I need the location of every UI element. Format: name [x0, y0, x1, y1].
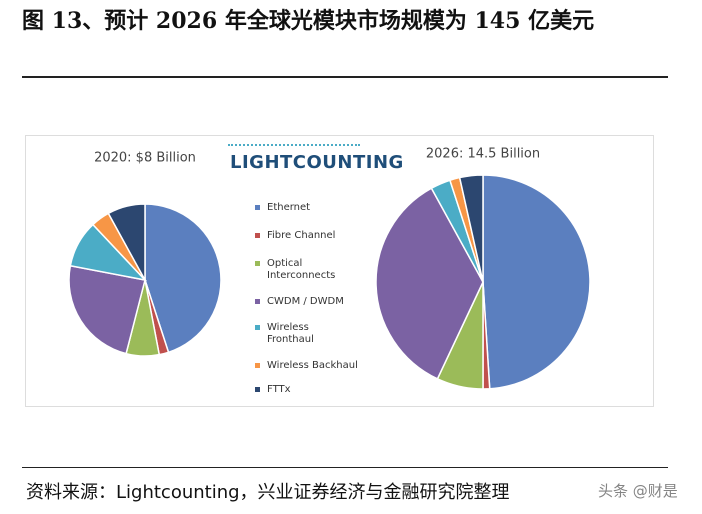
- legend-item: Optical Interconnects: [255, 258, 337, 282]
- pie-slice: [375, 187, 484, 380]
- legend-item: Wireless Fronthaul: [255, 322, 337, 346]
- legend-label: Wireless Fronthaul: [267, 322, 314, 345]
- chart-frame: [25, 135, 654, 407]
- legend-label: Optical Interconnects: [267, 258, 336, 281]
- legend-swatch: [255, 299, 260, 304]
- pie-slice: [144, 203, 222, 354]
- legend-swatch: [255, 363, 260, 368]
- legend: Ethernet Fibre Channel Optical Interconnec…: [255, 202, 365, 396]
- legend-label: FTTx: [267, 384, 291, 395]
- legend-swatch: [255, 325, 260, 330]
- legend-swatch: [255, 261, 260, 266]
- legend-label: Ethernet: [267, 202, 311, 213]
- watermark: 头条 @财是: [598, 482, 678, 500]
- logo: LIGHTCOUNTING: [230, 152, 404, 173]
- chart-title: 2020: $8 Billion: [94, 151, 196, 166]
- pie-slice: [458, 174, 484, 283]
- legend-item: Wireless Backhaul: [255, 360, 377, 372]
- rule: [22, 76, 668, 78]
- pie-slice: [482, 174, 591, 390]
- legend-item: Fibre Channel: [255, 230, 377, 242]
- legend-label: CWDM / DWDM: [267, 296, 344, 307]
- chart-title: 2026: 14.5 Billion: [426, 147, 540, 162]
- figure-title: 图 13、预计 2026 年全球光模块市场规模为 145 亿美元: [22, 8, 595, 34]
- legend-item: FTTx: [255, 384, 377, 396]
- pie-slice: [68, 264, 146, 355]
- legend-item: CWDM / DWDM: [255, 296, 377, 308]
- legend-swatch: [255, 233, 260, 238]
- pie-slice: [107, 203, 146, 281]
- rule: [22, 467, 668, 468]
- legend-item: Ethernet: [255, 202, 377, 214]
- legend-swatch: [255, 205, 260, 210]
- legend-label: Wireless Backhaul: [267, 360, 358, 371]
- logo-dots: [228, 144, 360, 148]
- source: 资料来源：Lightcounting，兴业证券经济与金融研究院整理: [26, 482, 510, 503]
- legend-label: Fibre Channel: [267, 230, 336, 241]
- legend-swatch: [255, 387, 260, 392]
